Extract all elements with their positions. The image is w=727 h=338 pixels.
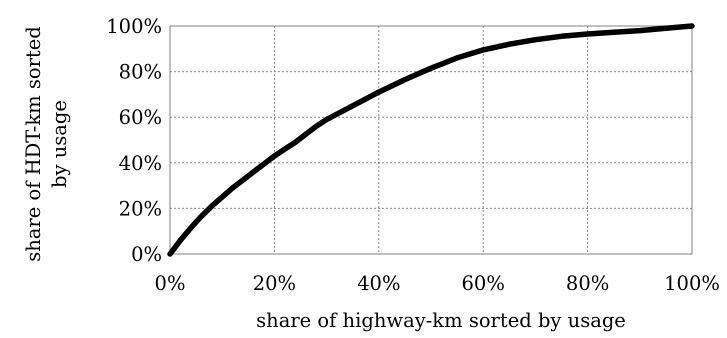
x-tick-label: 80% [566,272,609,295]
x-tick-label: 40% [357,272,400,295]
x-axis-label: share of highway-km sorted by usage [256,309,626,332]
series-group [167,23,695,257]
y-tick-label: 20% [119,197,162,220]
x-tick-label: 0% [155,272,186,295]
x-axis-ticks: 0% 20% 40% 60% 80% 100% [155,272,720,295]
y-tick-label: 100% [106,15,162,38]
y-tick-label: 40% [119,152,162,175]
y-axis-ticks: 0% 20% 40% 60% 80% 100% [106,15,162,266]
y-tick-label: 60% [119,106,162,129]
plot-area-frame [169,25,693,255]
x-tick-label: 20% [253,272,296,295]
y-tick-label: 0% [131,243,162,266]
x-tick-label: 60% [462,272,505,295]
series-line [167,23,695,257]
y-axis-label-line: by usage [48,100,71,188]
gridlines [170,26,692,254]
y-tick-label: 80% [119,61,162,84]
x-tick-label: 100% [664,272,720,295]
y-axis-label: share of HDT-km sorted by usage [22,26,71,262]
y-axis-label-line: share of HDT-km sorted [22,26,45,262]
